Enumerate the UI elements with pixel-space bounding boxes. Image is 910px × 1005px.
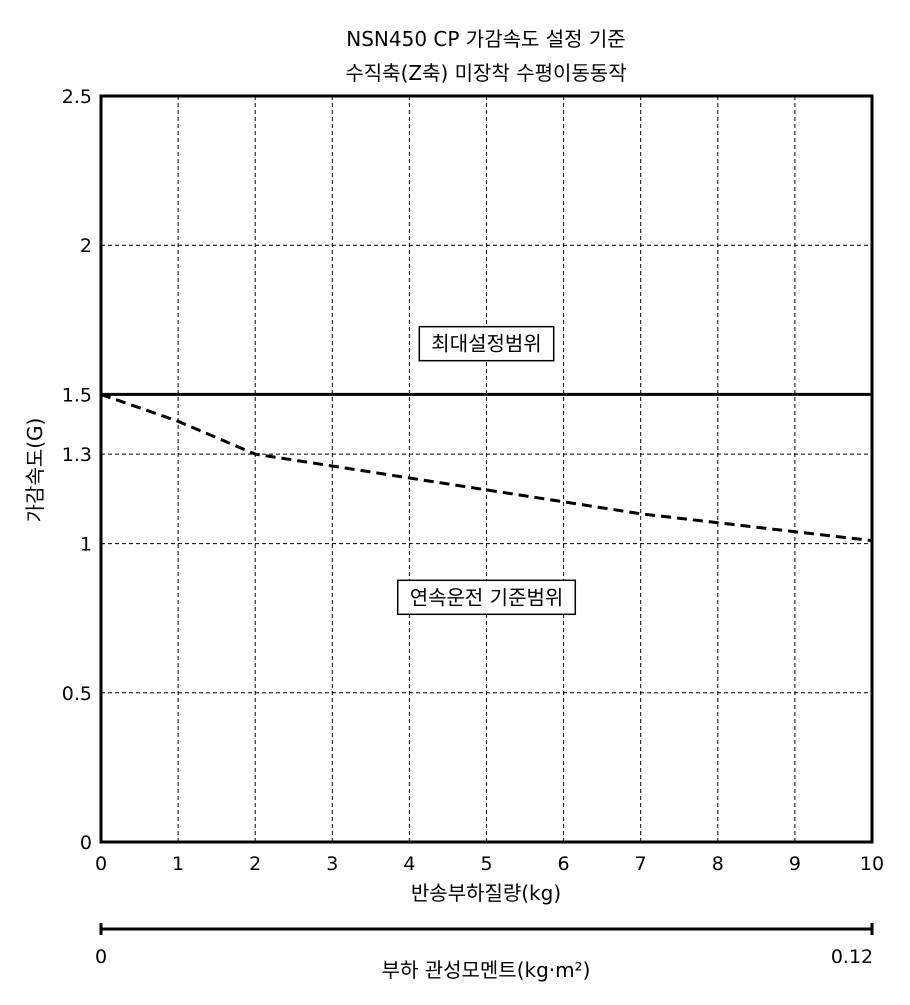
annotation-label: 연속운전 기준범위 bbox=[410, 585, 564, 609]
x-tick-label: 9 bbox=[789, 853, 801, 875]
y-axis-ticks: 0 0.5 1 1.3 1.5 2 2.5 bbox=[62, 86, 92, 854]
series-group bbox=[100, 392, 873, 543]
secondary-tick-label: 0.12 bbox=[831, 946, 873, 968]
x-tick-label: 10 bbox=[860, 853, 884, 875]
annotation-frame bbox=[396, 579, 577, 616]
chart-title: NSN450 CP 가감속도 설정 기준 수직축(Z축) 미장착 수평이동동작 bbox=[345, 27, 626, 85]
x-tick-label: 1 bbox=[172, 853, 184, 875]
x-tick-label: 2 bbox=[249, 853, 261, 875]
y-tick-label: 0 bbox=[80, 832, 92, 854]
x-tick-label: 0 bbox=[95, 853, 107, 875]
secondary-tick-label: 0 bbox=[95, 946, 107, 968]
secondary-axis-title: 부하 관성모멘트(kg·m²) bbox=[382, 958, 591, 982]
y-tick-label: 1.5 bbox=[62, 384, 92, 406]
grid-lines bbox=[101, 96, 872, 842]
annotation-box: 연속운전 기준범위 bbox=[396, 579, 577, 616]
y-tick-label: 2.5 bbox=[62, 86, 92, 108]
x-tick-label: 3 bbox=[326, 853, 338, 875]
y-tick-label: 2 bbox=[80, 235, 92, 257]
chart-title-line-1: NSN450 CP 가감속도 설정 기준 bbox=[346, 27, 625, 51]
annotation-box: 최대설정범위 bbox=[418, 325, 555, 362]
secondary-axis: 0 0.12 부하 관성모멘트(kg·m²) bbox=[95, 923, 874, 982]
annotation-label: 최대설정범위 bbox=[431, 332, 541, 356]
x-tick-label: 4 bbox=[403, 853, 415, 875]
x-axis-ticks: 0 1 2 3 4 5 6 7 8 9 10 bbox=[95, 853, 884, 875]
y-tick-label: 1.3 bbox=[62, 444, 92, 466]
chart-title-line-2: 수직축(Z축) 미장착 수평이동동작 bbox=[345, 61, 626, 85]
annotation-frame bbox=[418, 325, 555, 362]
x-tick-label: 7 bbox=[635, 853, 647, 875]
y-tick-label: 1 bbox=[80, 534, 92, 556]
x-axis-title: 반송부하질량(kg) bbox=[411, 881, 561, 905]
dashed-series-line bbox=[100, 392, 873, 543]
x-tick-label: 6 bbox=[558, 853, 570, 875]
y-axis-title: 가감속도(G) bbox=[23, 418, 47, 523]
plot-frame bbox=[99, 94, 874, 844]
plot-area bbox=[99, 94, 874, 844]
y-tick-label: 0.5 bbox=[62, 683, 92, 705]
x-tick-label: 8 bbox=[712, 853, 724, 875]
x-tick-label: 5 bbox=[480, 853, 492, 875]
